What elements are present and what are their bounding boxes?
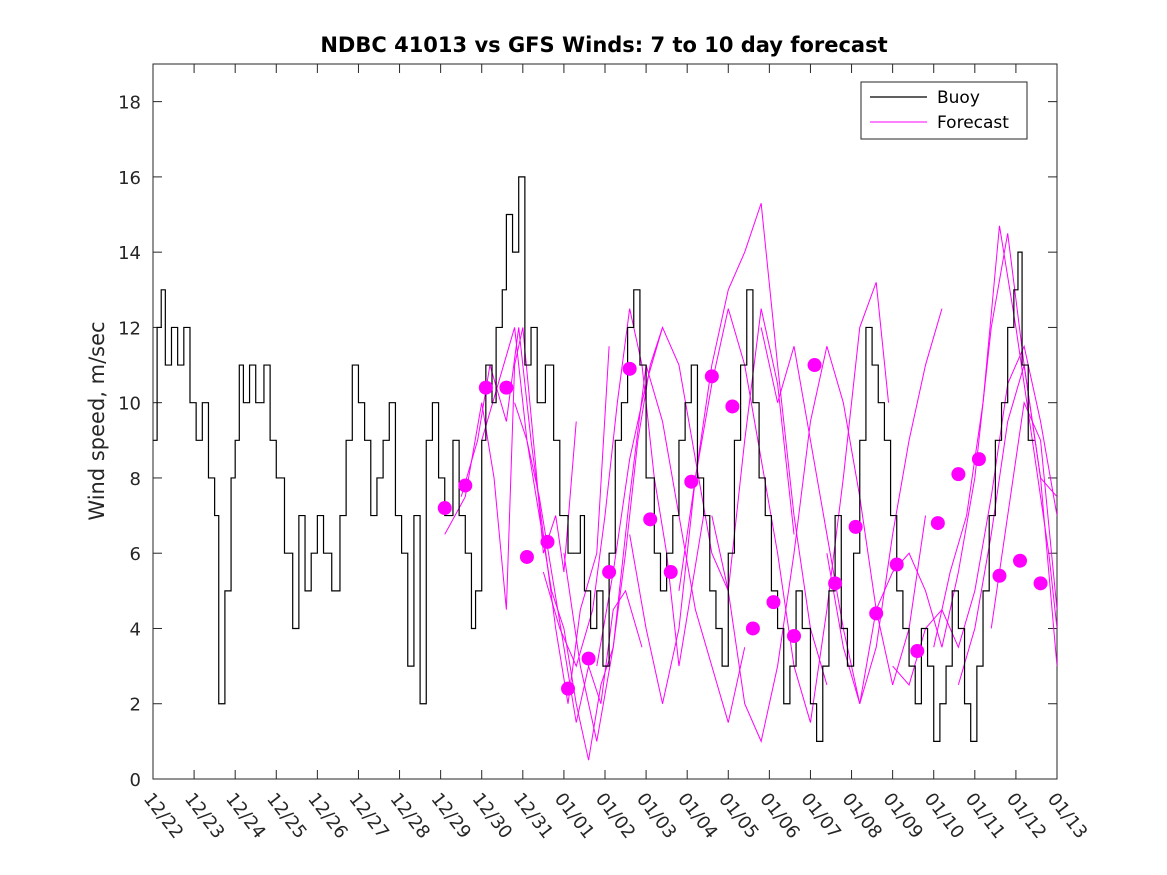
forecast-marker bbox=[684, 474, 699, 489]
forecast-marker bbox=[766, 595, 781, 610]
legend-label-forecast: Forecast bbox=[937, 113, 1009, 133]
forecast-marker bbox=[602, 565, 617, 580]
forecast-series-line bbox=[826, 233, 1057, 704]
forecast-marker bbox=[561, 681, 576, 696]
forecast-series-line bbox=[542, 308, 705, 668]
forecast-series-line bbox=[629, 203, 828, 704]
forecast-marker bbox=[910, 644, 925, 659]
buoy-series-line bbox=[153, 176, 1035, 742]
legend-box bbox=[860, 81, 1028, 140]
legend: Buoy Forecast bbox=[860, 81, 1028, 140]
chart-title: NDBC 41013 vs GFS Winds: 7 to 10 day for… bbox=[320, 33, 887, 57]
forecast-marker bbox=[622, 361, 637, 376]
y-tick-label: 16 bbox=[118, 168, 141, 189]
y-tick-label: 18 bbox=[118, 93, 141, 114]
forecast-marker bbox=[704, 369, 719, 384]
forecast-marker bbox=[643, 512, 658, 527]
forecast-marker bbox=[930, 516, 945, 531]
forecast-marker bbox=[951, 467, 966, 482]
forecast-series-line bbox=[711, 346, 927, 743]
forecast-marker bbox=[848, 519, 863, 534]
forecast-series-line bbox=[990, 400, 1057, 629]
y-tick-label: 2 bbox=[130, 695, 141, 716]
forecast-series-line bbox=[563, 364, 746, 742]
y-tick-label: 6 bbox=[130, 544, 141, 565]
forecast-marker bbox=[828, 576, 843, 591]
forecast-marker bbox=[581, 651, 596, 666]
forecast-marker bbox=[971, 452, 986, 467]
forecast-series-line bbox=[444, 327, 577, 610]
forecast-marker bbox=[1013, 553, 1028, 568]
forecast-marker bbox=[725, 399, 740, 414]
y-tick-label: 14 bbox=[118, 243, 141, 264]
forecast-series-line bbox=[481, 327, 643, 723]
forecast-marker bbox=[663, 565, 678, 580]
y-axis-label: Wind speed, m/sec bbox=[85, 321, 109, 520]
y-tick-label: 0 bbox=[130, 770, 141, 791]
forecast-series-line bbox=[514, 327, 664, 761]
y-tick-label: 10 bbox=[118, 394, 141, 415]
y-tick-label: 12 bbox=[118, 318, 141, 339]
forecast-marker bbox=[745, 621, 760, 636]
forecast-series-line bbox=[596, 308, 795, 667]
forecast-marker bbox=[787, 629, 802, 643]
forecast-marker bbox=[869, 606, 884, 621]
plot-area: 02468101214161812/2212/2312/2412/2512/26… bbox=[118, 63, 1091, 843]
forecast-marker bbox=[519, 549, 534, 564]
forecast-series-line bbox=[933, 225, 1057, 648]
forecast-marker bbox=[992, 568, 1007, 583]
forecast-marker bbox=[437, 501, 452, 516]
data-layer bbox=[153, 176, 1057, 761]
forecast-series-line bbox=[957, 364, 1057, 686]
forecast-marker bbox=[499, 380, 514, 395]
y-tick-label: 4 bbox=[130, 619, 141, 640]
forecast-marker bbox=[478, 380, 493, 395]
forecast-marker bbox=[807, 358, 822, 373]
forecast-marker bbox=[889, 557, 904, 572]
y-tick-label: 8 bbox=[130, 469, 141, 490]
forecast-marker bbox=[458, 478, 473, 493]
legend-label-buoy: Buoy bbox=[937, 88, 980, 108]
forecast-marker bbox=[540, 534, 555, 549]
forecast-marker bbox=[1033, 576, 1048, 591]
